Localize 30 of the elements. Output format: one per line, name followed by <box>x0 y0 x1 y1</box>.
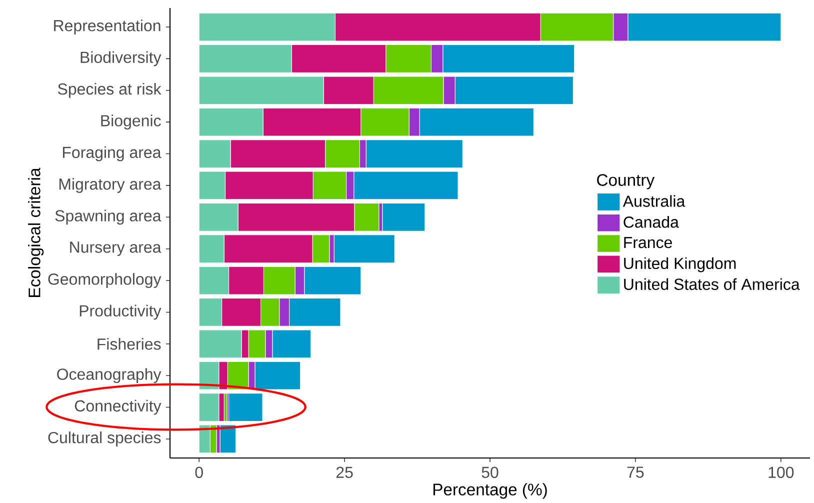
y-tick-label: Spawning area <box>55 210 162 225</box>
y-tick-label: Biogenic <box>101 114 161 130</box>
legend-label: Canada <box>624 216 679 228</box>
y-axis-title: Ecological criteria <box>28 168 44 297</box>
y-tick-label: Foraging area <box>63 146 162 162</box>
y-tick-label: Oceanography <box>57 368 162 384</box>
bar <box>382 202 426 232</box>
legend-title: Country <box>597 174 655 190</box>
bar <box>334 234 395 264</box>
y-tick-label: Representation <box>54 20 160 34</box>
legend-label: France <box>624 236 672 248</box>
y-tick-label: Productivity <box>80 304 162 320</box>
x-tick-label: 100 <box>768 466 794 478</box>
y-tick-label: Migratory area <box>59 178 162 193</box>
legend-label: Australia <box>622 195 686 207</box>
y-tick-label: Fisheries <box>98 338 161 350</box>
y-tick-label: Cultural species <box>48 432 161 446</box>
x-tick-label: 25 <box>336 466 353 478</box>
x-tick-label: 0 <box>195 466 203 478</box>
y-tick-label: Geomorphology <box>48 273 162 288</box>
y-tick-label: Biodiversity <box>80 51 162 66</box>
legend-label: United States of America <box>624 278 800 290</box>
x-axis-title: Percentage (%) <box>433 483 547 499</box>
legend-label: United Kingdom <box>624 257 736 272</box>
y-tick-label: Nursery area <box>70 242 162 256</box>
x-tick-label: 50 <box>482 466 498 478</box>
bar <box>228 393 263 422</box>
y-tick-label: Connectivity <box>74 400 162 415</box>
y-tick-label: Species at risk <box>58 82 162 98</box>
x-tick-label: 75 <box>627 466 644 478</box>
